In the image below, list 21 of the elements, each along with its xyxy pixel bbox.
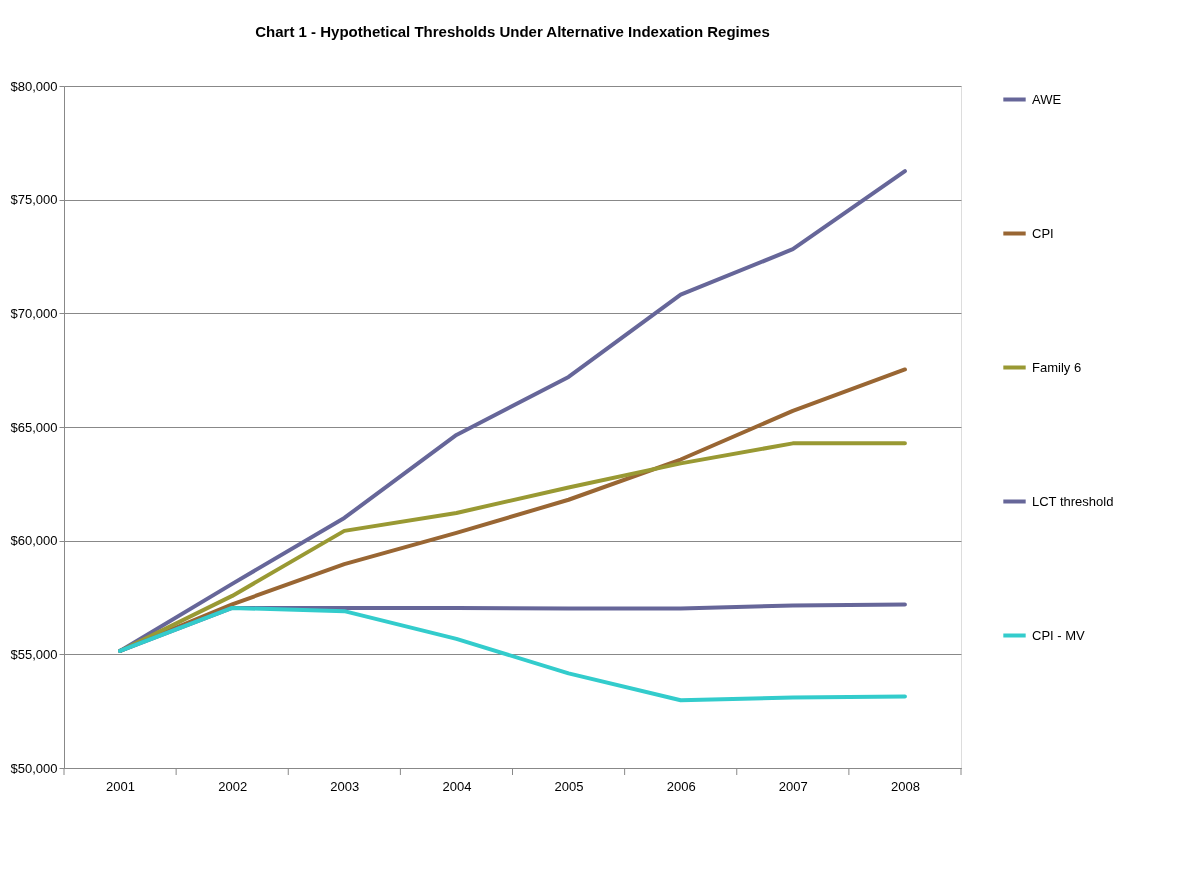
x-tick-label: 2004 — [442, 778, 472, 794]
x-tick-label: 2008 — [890, 778, 920, 794]
y-tick-label: $80,000 — [10, 78, 58, 94]
y-tick-label: $75,000 — [10, 192, 58, 208]
legend-label: Family 6 — [1032, 359, 1082, 375]
y-tick-label: $60,000 — [10, 533, 58, 549]
x-tick-label: 2001 — [106, 778, 136, 794]
legend-label: CPI — [1032, 225, 1054, 241]
legend-label: LCT threshold — [1032, 493, 1114, 509]
legend-label: CPI - MV — [1032, 627, 1086, 643]
x-tick-label: 2007 — [778, 778, 808, 794]
x-tick-label: 2006 — [666, 778, 696, 794]
x-tick-label: 2005 — [554, 778, 584, 794]
legend-label: AWE — [1032, 91, 1062, 107]
x-tick-label: 2003 — [330, 778, 360, 794]
x-tick-label: 2002 — [218, 778, 248, 794]
y-tick-label: $55,000 — [10, 646, 58, 662]
y-tick-label: $65,000 — [10, 419, 58, 435]
y-tick-label: $50,000 — [10, 760, 58, 776]
y-tick-label: $70,000 — [10, 305, 58, 321]
chart-title: Chart 1 - Hypothetical Thresholds Under Alternative Indexation Regimes — [255, 23, 770, 40]
